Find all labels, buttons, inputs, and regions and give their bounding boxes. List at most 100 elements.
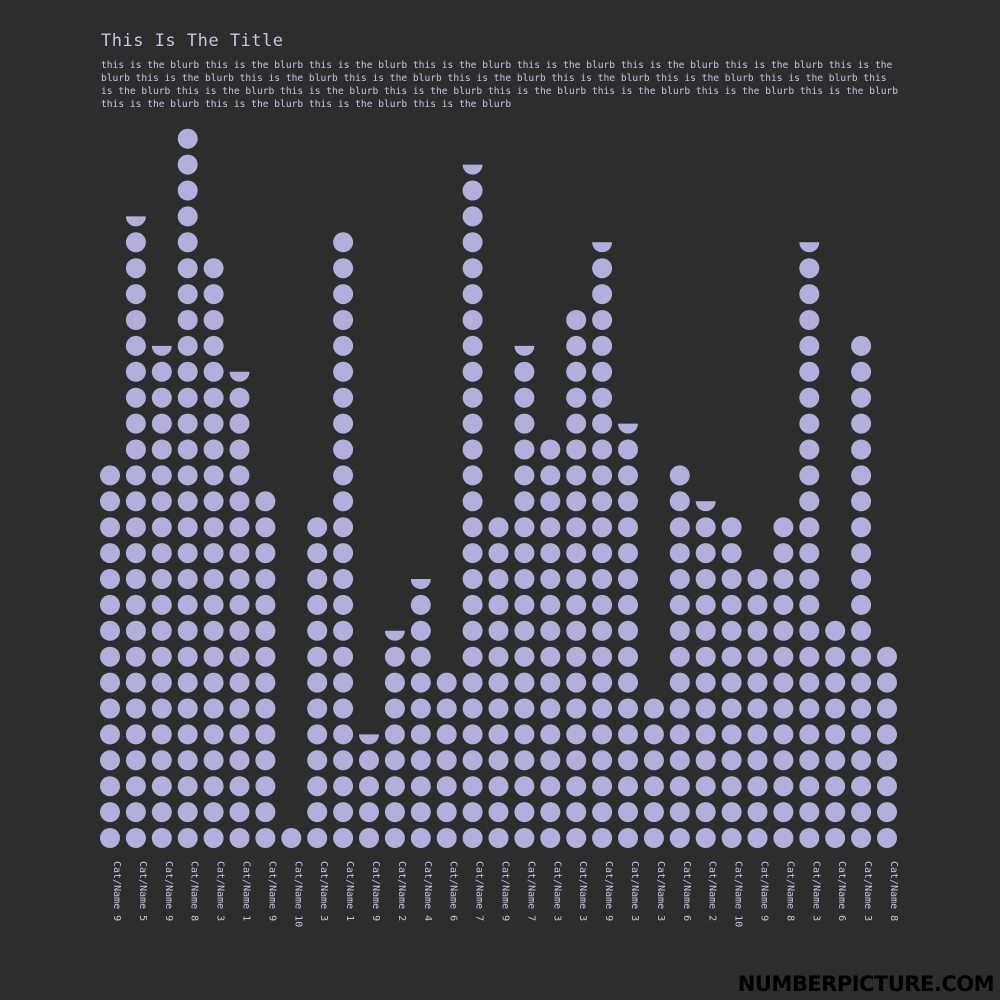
data-dot <box>592 594 613 615</box>
data-dot <box>618 750 638 771</box>
data-dot <box>462 750 483 771</box>
data-dot <box>462 620 483 641</box>
data-dot <box>566 310 587 330</box>
data-dot <box>436 776 457 797</box>
dot-column <box>203 258 224 848</box>
data-dot-partial <box>384 630 405 641</box>
data-dot <box>462 387 483 408</box>
data-dot <box>151 724 172 745</box>
data-dot <box>125 646 146 667</box>
data-dot <box>307 828 328 848</box>
data-dot <box>618 672 638 693</box>
data-dot <box>125 258 146 279</box>
data-dot <box>100 517 120 538</box>
data-dot <box>203 465 224 486</box>
data-dot <box>177 569 198 589</box>
data-dot <box>203 387 224 408</box>
data-dot <box>592 284 613 305</box>
data-dot <box>799 802 820 823</box>
data-dot <box>721 828 742 848</box>
category-label: Cat/Name 6 <box>836 861 847 921</box>
data-dot <box>877 646 897 667</box>
chart-title: This Is The Title <box>101 31 284 51</box>
data-dot <box>333 491 354 512</box>
category-label: Cat/Name 8 <box>888 861 899 921</box>
data-dot <box>566 387 587 408</box>
data-dot <box>125 310 146 330</box>
data-dot <box>203 335 224 356</box>
dot-column <box>799 242 820 848</box>
data-dot <box>566 672 587 693</box>
data-dot <box>851 776 872 797</box>
data-dot <box>125 776 146 797</box>
data-dot <box>462 594 483 615</box>
data-dot <box>307 517 328 538</box>
data-dot <box>825 750 846 771</box>
data-dot <box>229 802 250 823</box>
data-dot <box>540 439 561 460</box>
category-label: Cat/Name 7 <box>525 861 536 921</box>
data-dot <box>695 802 716 823</box>
data-dot <box>177 439 198 460</box>
data-dot <box>514 594 535 615</box>
data-dot <box>618 491 638 512</box>
data-dot <box>307 698 328 719</box>
data-dot <box>462 465 483 486</box>
data-dot <box>255 646 276 667</box>
data-dot <box>592 543 613 564</box>
data-dot <box>462 828 483 848</box>
data-dot <box>592 672 613 693</box>
category-label: Cat/Name 2 <box>396 861 407 921</box>
data-dot <box>618 465 638 486</box>
data-dot <box>333 258 354 279</box>
data-dot <box>410 620 431 641</box>
data-dot <box>203 517 224 538</box>
dot-column <box>333 232 354 848</box>
data-dot <box>177 465 198 486</box>
data-dot <box>799 387 820 408</box>
data-dot <box>384 776 405 797</box>
data-dot <box>618 724 638 745</box>
data-dot <box>203 439 224 460</box>
data-dot <box>333 828 354 848</box>
data-dot <box>100 620 120 641</box>
data-dot <box>203 776 224 797</box>
data-dot <box>410 672 431 693</box>
data-dot <box>799 776 820 797</box>
category-label: Cat/Name 9 <box>759 861 770 921</box>
data-dot <box>747 828 768 848</box>
data-dot <box>695 750 716 771</box>
data-dot <box>255 698 276 719</box>
data-dot <box>203 491 224 512</box>
data-dot <box>514 828 535 848</box>
dot-column <box>384 630 405 848</box>
data-dot <box>177 672 198 693</box>
data-dot <box>462 724 483 745</box>
data-dot <box>540 802 561 823</box>
dot-column <box>359 734 379 848</box>
category-label: Cat/Name 1 <box>344 861 355 921</box>
data-dot <box>229 594 250 615</box>
category-label: Cat/Name 3 <box>577 861 588 921</box>
dot-column <box>255 491 276 848</box>
data-dot <box>255 672 276 693</box>
data-dot <box>255 543 276 564</box>
data-dot <box>669 828 690 848</box>
data-dot <box>333 724 354 745</box>
category-label: Cat/Name 3 <box>862 861 873 921</box>
data-dot <box>799 569 820 589</box>
data-dot <box>695 517 716 538</box>
data-dot <box>255 620 276 641</box>
data-dot <box>384 750 405 771</box>
category-label: Cat/Name 3 <box>215 861 226 921</box>
data-dot <box>125 620 146 641</box>
data-dot <box>773 517 794 538</box>
data-dot <box>721 569 742 589</box>
data-dot <box>125 569 146 589</box>
data-dot <box>592 361 613 382</box>
data-dot <box>359 776 379 797</box>
data-dot <box>177 543 198 564</box>
data-dot <box>618 620 638 641</box>
data-dot <box>747 620 768 641</box>
